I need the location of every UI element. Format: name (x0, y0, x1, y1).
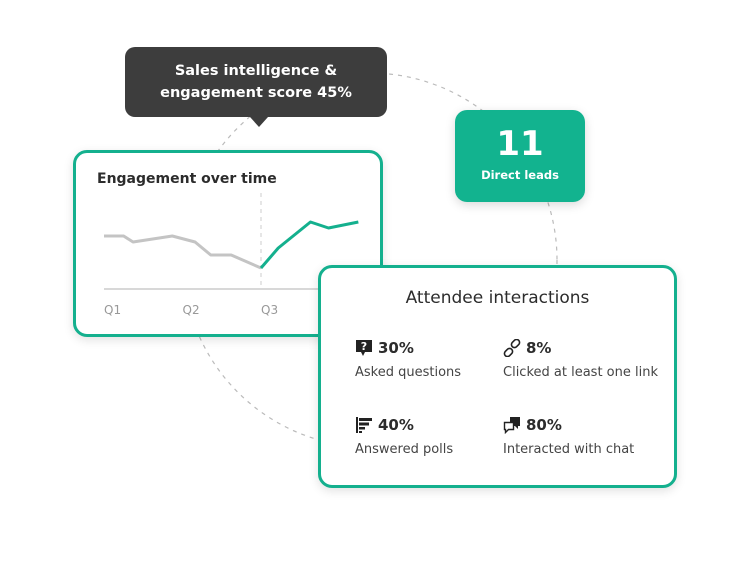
x-tick-label: Q2 (183, 303, 200, 317)
leads-count: 11 (496, 124, 544, 164)
stat-clicked-link: 8% Clicked at least one link (503, 339, 658, 380)
attendee-title: Attendee interactions (405, 288, 590, 308)
svg-text:?: ? (361, 340, 367, 353)
stat-value: 8% (526, 339, 552, 357)
stat-label: Clicked at least one link (503, 365, 658, 380)
tooltip-text: Sales intelligence & engagement score 45… (160, 63, 352, 101)
stat-value: 40% (378, 416, 414, 434)
stat-value: 30% (378, 339, 414, 357)
x-tick-label: Q1 (104, 303, 121, 317)
stat-label: Interacted with chat (503, 442, 635, 457)
stat-answered-polls: 40% Answered polls (355, 416, 453, 457)
question-bubble-icon: ? (356, 340, 372, 356)
score-tooltip: Sales intelligence & engagement score 45… (125, 47, 387, 127)
stat-interacted-chat: 80% Interacted with chat (503, 416, 634, 457)
leads-label: Direct leads (481, 168, 559, 182)
poll-icon (356, 417, 372, 433)
link-icon (503, 339, 521, 357)
series-line-1 (259, 220, 359, 269)
x-tick-label: Q3 (261, 303, 278, 317)
series-line-0 (104, 234, 262, 270)
stat-value: 80% (526, 416, 562, 434)
engagement-card: Q1 Q2 Q3 Engagement over time (73, 150, 383, 337)
engagement-title: Engagement over time (97, 171, 277, 187)
engagement-chart: Q1 Q2 Q3 (104, 193, 359, 317)
stat-asked-questions: ? 30% Asked questions (355, 339, 461, 380)
attendee-interactions-card: Attendee interactions ? 30% Asked questio… (318, 265, 677, 488)
direct-leads-card: 11 Direct leads (455, 110, 585, 202)
chat-icon (503, 417, 520, 434)
stat-label: Answered polls (355, 442, 454, 457)
stat-label: Asked questions (355, 365, 462, 380)
